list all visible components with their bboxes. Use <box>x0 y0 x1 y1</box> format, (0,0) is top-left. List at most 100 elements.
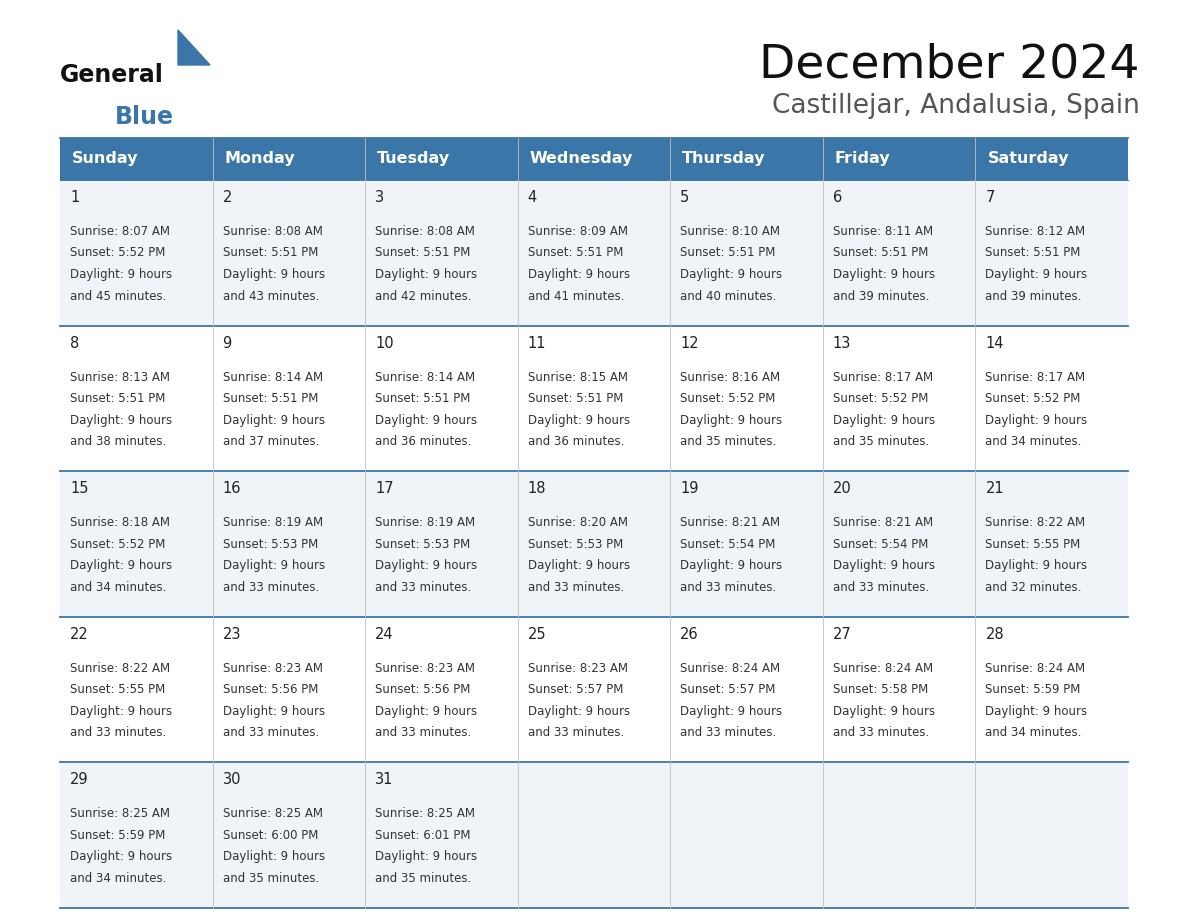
Bar <box>518 138 670 180</box>
Bar <box>823 180 975 326</box>
Text: Sunrise: 8:23 AM: Sunrise: 8:23 AM <box>527 662 627 675</box>
Text: Sunset: 5:51 PM: Sunset: 5:51 PM <box>833 247 928 260</box>
Bar <box>365 138 518 180</box>
Text: Daylight: 9 hours: Daylight: 9 hours <box>527 414 630 427</box>
Text: and 33 minutes.: and 33 minutes. <box>681 726 777 739</box>
Text: Sunrise: 8:21 AM: Sunrise: 8:21 AM <box>833 516 933 529</box>
Bar <box>213 180 365 326</box>
Text: 24: 24 <box>375 627 393 642</box>
Text: 18: 18 <box>527 481 546 497</box>
Text: 7: 7 <box>985 190 994 205</box>
Bar <box>670 326 823 471</box>
Text: Sunset: 5:57 PM: Sunset: 5:57 PM <box>681 683 776 696</box>
Text: Sunset: 5:56 PM: Sunset: 5:56 PM <box>375 683 470 696</box>
Text: 21: 21 <box>985 481 1004 497</box>
Text: 16: 16 <box>222 481 241 497</box>
Text: and 45 minutes.: and 45 minutes. <box>70 289 166 303</box>
Text: Sunset: 5:55 PM: Sunset: 5:55 PM <box>70 683 165 696</box>
Text: Sunrise: 8:08 AM: Sunrise: 8:08 AM <box>375 225 475 238</box>
Text: and 34 minutes.: and 34 minutes. <box>985 726 1082 739</box>
Text: Sunset: 6:01 PM: Sunset: 6:01 PM <box>375 829 470 842</box>
Text: and 40 minutes.: and 40 minutes. <box>681 289 777 303</box>
Text: Sunrise: 8:12 AM: Sunrise: 8:12 AM <box>985 225 1086 238</box>
Text: Sunrise: 8:19 AM: Sunrise: 8:19 AM <box>375 516 475 529</box>
Text: Sunrise: 8:25 AM: Sunrise: 8:25 AM <box>70 808 170 821</box>
Text: Daylight: 9 hours: Daylight: 9 hours <box>375 559 478 572</box>
Text: Sunrise: 8:22 AM: Sunrise: 8:22 AM <box>985 516 1086 529</box>
Text: Daylight: 9 hours: Daylight: 9 hours <box>985 705 1087 718</box>
Bar <box>823 617 975 763</box>
Text: and 34 minutes.: and 34 minutes. <box>70 872 166 885</box>
Bar <box>213 763 365 908</box>
Bar <box>61 326 213 471</box>
Text: Sunset: 5:51 PM: Sunset: 5:51 PM <box>70 392 165 405</box>
Text: 27: 27 <box>833 627 852 642</box>
Bar <box>670 138 823 180</box>
Text: 19: 19 <box>681 481 699 497</box>
Bar <box>61 180 213 326</box>
Text: Daylight: 9 hours: Daylight: 9 hours <box>222 268 324 281</box>
Bar <box>975 763 1127 908</box>
Bar <box>670 763 823 908</box>
Text: 6: 6 <box>833 190 842 205</box>
Text: Sunday: Sunday <box>72 151 139 166</box>
Text: 11: 11 <box>527 336 546 351</box>
Text: 12: 12 <box>681 336 699 351</box>
Text: Sunrise: 8:14 AM: Sunrise: 8:14 AM <box>222 371 323 384</box>
Bar <box>670 180 823 326</box>
Text: Sunset: 5:53 PM: Sunset: 5:53 PM <box>527 538 623 551</box>
Text: and 33 minutes.: and 33 minutes. <box>833 726 929 739</box>
Text: 2: 2 <box>222 190 232 205</box>
Text: Sunrise: 8:07 AM: Sunrise: 8:07 AM <box>70 225 170 238</box>
Text: Sunset: 5:54 PM: Sunset: 5:54 PM <box>681 538 776 551</box>
Text: Sunrise: 8:08 AM: Sunrise: 8:08 AM <box>222 225 322 238</box>
Text: Sunset: 5:53 PM: Sunset: 5:53 PM <box>375 538 470 551</box>
Text: 8: 8 <box>70 336 80 351</box>
Bar <box>61 471 213 617</box>
Text: 28: 28 <box>985 627 1004 642</box>
Text: Sunrise: 8:14 AM: Sunrise: 8:14 AM <box>375 371 475 384</box>
Text: General: General <box>61 63 164 87</box>
Text: 20: 20 <box>833 481 852 497</box>
Text: Daylight: 9 hours: Daylight: 9 hours <box>833 705 935 718</box>
Bar <box>213 617 365 763</box>
Text: Daylight: 9 hours: Daylight: 9 hours <box>375 705 478 718</box>
Text: Sunset: 5:52 PM: Sunset: 5:52 PM <box>70 247 165 260</box>
Text: Sunrise: 8:19 AM: Sunrise: 8:19 AM <box>222 516 323 529</box>
Text: Saturday: Saturday <box>987 151 1069 166</box>
Text: Sunrise: 8:25 AM: Sunrise: 8:25 AM <box>375 808 475 821</box>
Bar <box>61 617 213 763</box>
Bar <box>365 326 518 471</box>
Text: and 35 minutes.: and 35 minutes. <box>375 872 472 885</box>
Text: Sunset: 5:56 PM: Sunset: 5:56 PM <box>222 683 318 696</box>
Text: Sunset: 5:51 PM: Sunset: 5:51 PM <box>681 247 776 260</box>
Bar <box>518 471 670 617</box>
Text: Sunrise: 8:17 AM: Sunrise: 8:17 AM <box>833 371 933 384</box>
Text: 22: 22 <box>70 627 89 642</box>
Text: 13: 13 <box>833 336 852 351</box>
Text: Sunset: 5:51 PM: Sunset: 5:51 PM <box>527 247 623 260</box>
Bar <box>823 471 975 617</box>
Text: 26: 26 <box>681 627 699 642</box>
Text: Sunrise: 8:20 AM: Sunrise: 8:20 AM <box>527 516 627 529</box>
Text: Sunrise: 8:18 AM: Sunrise: 8:18 AM <box>70 516 170 529</box>
Text: 23: 23 <box>222 627 241 642</box>
Bar <box>61 138 213 180</box>
Text: Tuesday: Tuesday <box>377 151 450 166</box>
Polygon shape <box>178 30 210 65</box>
Text: Daylight: 9 hours: Daylight: 9 hours <box>375 850 478 864</box>
Text: Sunrise: 8:09 AM: Sunrise: 8:09 AM <box>527 225 627 238</box>
Text: and 33 minutes.: and 33 minutes. <box>222 726 318 739</box>
Bar <box>975 326 1127 471</box>
Text: Sunrise: 8:13 AM: Sunrise: 8:13 AM <box>70 371 170 384</box>
Text: Daylight: 9 hours: Daylight: 9 hours <box>70 850 172 864</box>
Text: Sunset: 5:52 PM: Sunset: 5:52 PM <box>833 392 928 405</box>
Bar <box>213 326 365 471</box>
Text: 17: 17 <box>375 481 393 497</box>
Bar <box>365 471 518 617</box>
Text: Daylight: 9 hours: Daylight: 9 hours <box>222 705 324 718</box>
Text: December 2024: December 2024 <box>759 43 1140 88</box>
Text: Castillejar, Andalusia, Spain: Castillejar, Andalusia, Spain <box>772 93 1140 119</box>
Text: Sunset: 5:54 PM: Sunset: 5:54 PM <box>833 538 928 551</box>
Text: Sunrise: 8:16 AM: Sunrise: 8:16 AM <box>681 371 781 384</box>
